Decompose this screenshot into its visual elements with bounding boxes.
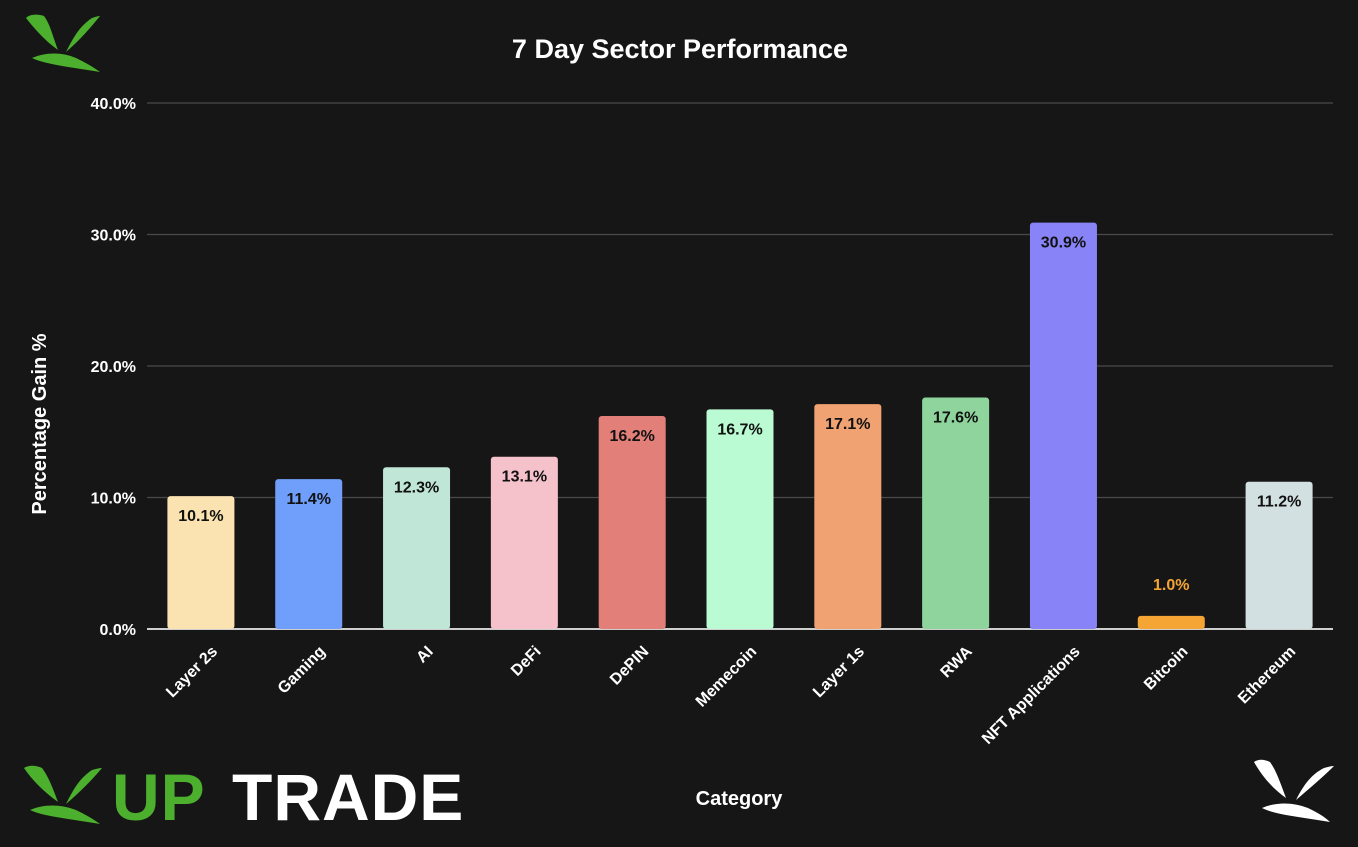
bar-value-label: 13.1% [502, 469, 547, 486]
uptrade-logo: UP TRADE [24, 760, 464, 834]
bar [598, 415, 666, 629]
bar-value-label: 12.3% [394, 479, 439, 496]
bar-value-label: 10.1% [178, 508, 223, 525]
bar-value-label: 16.7% [717, 421, 762, 438]
x-tick-label: Gaming [275, 643, 329, 697]
logo-text-trade: TRADE [232, 760, 464, 834]
x-tick-label: NFT Applications [979, 643, 1084, 748]
bar [1137, 615, 1205, 629]
bird-icon-green-top [26, 14, 100, 72]
bars [167, 222, 1313, 630]
y-tick-label: 0.0% [100, 622, 136, 639]
y-tick-label: 20.0% [91, 359, 136, 376]
y-axis-label: Percentage Gain % [29, 333, 51, 514]
x-axis-ticks: Layer 2s Gaming AI DeFi DePIN Memecoin Layer 1… [163, 643, 1299, 748]
bar [490, 456, 558, 629]
bar-value-labels: 10.1% 11.4% 12.3% 13.1% 16.2% 16.7% 17.1% 17.6%… [178, 235, 1301, 594]
bar [1029, 222, 1097, 630]
x-axis-label: Category [696, 788, 784, 810]
bar-value-label: 11.2% [1257, 494, 1301, 511]
chart-title: 7 Day Sector Performance [512, 34, 848, 64]
y-tick-label: 30.0% [91, 228, 136, 245]
x-tick-label: DePIN [607, 643, 652, 688]
bar-value-label: 11.4% [286, 491, 330, 508]
x-tick-label: Ethereum [1235, 643, 1299, 707]
bird-icon-white [1254, 759, 1334, 822]
bar [167, 496, 235, 629]
x-tick-label: AI [413, 643, 436, 666]
bar-value-label: 17.6% [933, 410, 978, 427]
bar [1245, 481, 1313, 629]
x-tick-label: RWA [938, 643, 977, 682]
bar [275, 479, 343, 629]
x-tick-label: Memecoin [693, 643, 760, 710]
bar-value-label: 17.1% [825, 416, 870, 433]
bar-value-label: 30.9% [1041, 235, 1086, 252]
bar [814, 404, 882, 629]
y-tick-label: 40.0% [91, 96, 136, 113]
bar-value-label: 1.0% [1153, 577, 1189, 594]
y-tick-label: 10.0% [91, 491, 136, 508]
bar [706, 409, 774, 629]
x-tick-label: Layer 1s [810, 643, 868, 701]
bar-value-label: 16.2% [609, 428, 654, 445]
x-tick-label: Layer 2s [163, 643, 221, 701]
bird-icon-green-bottom [24, 765, 102, 824]
y-axis-ticks: 0.0% 10.0% 20.0% 30.0% 40.0% [91, 96, 136, 639]
x-tick-label: DeFi [508, 643, 545, 680]
x-tick-label: Bitcoin [1141, 643, 1191, 693]
bar [383, 467, 451, 629]
logo-text-up: UP [112, 760, 206, 834]
bar [922, 397, 990, 629]
